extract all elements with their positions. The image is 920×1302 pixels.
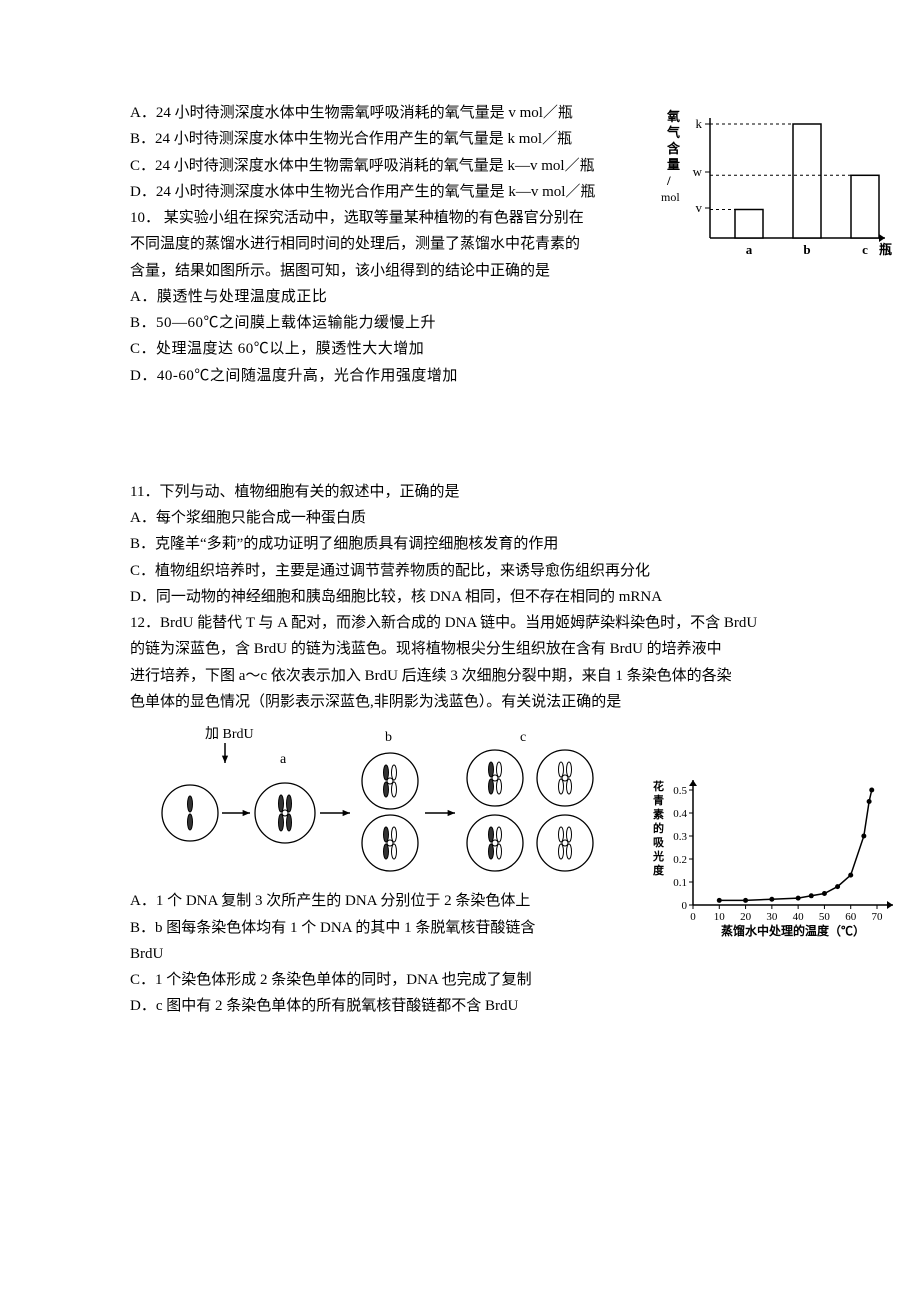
svg-text:10: 10 xyxy=(714,911,726,923)
svg-text:花: 花 xyxy=(653,779,664,793)
svg-text:w: w xyxy=(693,164,703,179)
svg-text:k: k xyxy=(696,116,703,131)
q10-opt-d: D．40-60℃之间随温度升高，光合作用强度增加 xyxy=(130,363,800,389)
svg-text:20: 20 xyxy=(740,911,752,923)
svg-text:0.2: 0.2 xyxy=(673,854,687,866)
svg-text:b: b xyxy=(803,242,810,257)
q11-stem: 11．下列与动、植物细胞有关的叙述中，正确的是 xyxy=(130,479,800,505)
svg-text:量: 量 xyxy=(667,157,680,172)
svg-text:光: 光 xyxy=(652,849,664,863)
q12-opt-d: D．c 图中有 2 条染色单体的所有脱氧核苷酸链都不含 BrdU xyxy=(130,993,800,1019)
svg-text:含: 含 xyxy=(666,141,681,156)
q10-opt-a: A．膜透性与处理温度成正比 xyxy=(130,284,800,310)
svg-text:0.4: 0.4 xyxy=(673,808,687,820)
oxygen-bar-chart: 氧气含量/ mol k w v a b c瓶 xyxy=(655,103,905,263)
svg-text:气: 气 xyxy=(667,125,680,140)
svg-text:40: 40 xyxy=(793,911,805,923)
svg-text:mol: mol xyxy=(661,190,680,204)
svg-text:0.1: 0.1 xyxy=(673,877,687,889)
svg-text:/: / xyxy=(666,173,671,188)
q11-opt-d: D．同一动物的神经细胞和胰岛细胞比较，核 DNA 相同，但不存在相同的 mRNA xyxy=(130,584,800,610)
svg-text:素: 素 xyxy=(653,807,664,821)
svg-text:b: b xyxy=(385,730,392,745)
q10-opt-c: C．处理温度达 60℃以上，膜透性大大增加 xyxy=(130,336,800,362)
svg-text:度: 度 xyxy=(653,863,665,877)
svg-text:0.3: 0.3 xyxy=(673,831,687,843)
anthocyanin-line-chart: 花青素的吸光度 0 0.1 0.2 0.3 0.4 0.5 0 10 20 30 40 50 60 70 蒸馏… xyxy=(645,760,910,940)
q12-stem-l3: 进行培养，下图 a～c 依次表示加入 BrdU 后连续 3 次细胞分裂中期，来自… xyxy=(130,663,800,689)
svg-text:30: 30 xyxy=(766,911,778,923)
q12-opt-b2: BrdU xyxy=(130,941,800,967)
svg-text:蒸馏水中处理的温度（℃）: 蒸馏水中处理的温度（℃） xyxy=(721,923,865,938)
q12-stem-l1: 12．BrdU 能替代 T 与 A 配对，而渗入新合成的 DNA 链中。当用姬姆… xyxy=(130,610,800,636)
svg-text:0: 0 xyxy=(690,911,696,923)
q11-opt-c: C．植物组织培养时，主要是通过调节营养物质的配比，来诱导愈伤组织再分化 xyxy=(130,558,800,584)
svg-text:青: 青 xyxy=(653,793,664,807)
q11-opt-a: A．每个浆细胞只能合成一种蛋白质 xyxy=(130,505,800,531)
svg-text:瓶: 瓶 xyxy=(879,242,892,257)
svg-text:50: 50 xyxy=(819,911,831,923)
svg-text:氧: 氧 xyxy=(666,109,680,124)
q12-stem-l4: 色单体的显色情况（阴影表示深蓝色,非阴影为浅蓝色）。有关说法正确的是 xyxy=(130,689,800,715)
svg-text:70: 70 xyxy=(872,911,884,923)
svg-text:v: v xyxy=(696,200,703,215)
svg-text:c: c xyxy=(862,242,868,257)
svg-text:0: 0 xyxy=(682,900,688,912)
svg-text:0.5: 0.5 xyxy=(673,785,687,797)
q12-stem-l2: 的链为深蓝色，含 BrdU 的链为浅蓝色。现将植物根尖分生组织放在含有 BrdU… xyxy=(130,636,800,662)
q10-opt-b: B．50—60℃之间膜上载体运输能力缓慢上升 xyxy=(130,310,800,336)
svg-text:a: a xyxy=(280,752,287,767)
q12-opt-c: C．1 个染色体形成 2 条染色单体的同时，DNA 也完成了复制 xyxy=(130,967,800,993)
svg-text:a: a xyxy=(746,242,753,257)
svg-text:的: 的 xyxy=(653,821,664,835)
svg-text:60: 60 xyxy=(845,911,857,923)
svg-text:加 BrdU: 加 BrdU xyxy=(205,726,254,742)
svg-text:c: c xyxy=(520,730,526,745)
svg-text:吸: 吸 xyxy=(653,836,665,849)
q11-opt-b: B．克隆羊“多莉”的成功证明了细胞质具有调控细胞核发育的作用 xyxy=(130,531,800,557)
